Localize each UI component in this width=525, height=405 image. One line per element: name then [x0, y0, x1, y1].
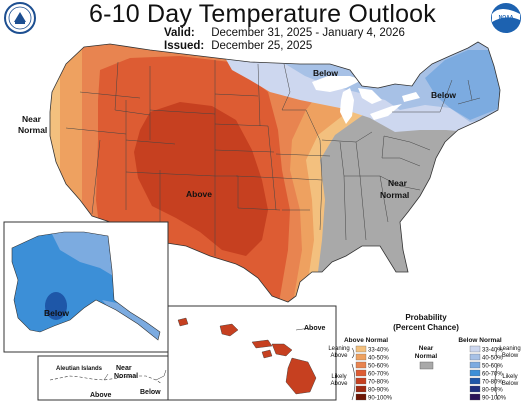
below-bin-label-4: 70-80% [482, 380, 503, 386]
near-normal-legend-label-2: Normal [415, 353, 438, 360]
above-bin-label-5: 80-90% [368, 388, 389, 394]
likely-above-label-1: Likely [331, 374, 346, 380]
above-bin-label-3: 60-70% [368, 372, 389, 378]
below-bin-label-0: 33-40% [482, 348, 503, 354]
legend-title-2: (Percent Chance) [393, 323, 459, 332]
above-bin-label-2: 50-60% [368, 364, 389, 370]
above-swatch-2 [355, 361, 367, 369]
near-normal-east-label-2: Normal [380, 190, 409, 200]
hawaii-inset [167, 305, 337, 401]
below-swatch-1 [469, 353, 481, 361]
issued-label: Issued: [164, 40, 205, 52]
likely-below-label-2: Below [502, 381, 519, 387]
below-north-label: Below [313, 68, 338, 78]
above-70-80-area [134, 102, 268, 256]
above-swatch-4 [355, 377, 367, 385]
conus-outline [49, 41, 501, 303]
alaska-below-label: Below [44, 308, 69, 318]
kauai-island [177, 317, 189, 327]
leaning-above-label-1: Leaning [328, 346, 349, 352]
near-normal-west-label-1: Near [22, 114, 42, 124]
likely-above-label-2: Above [330, 381, 348, 387]
state-borders [65, 60, 481, 256]
molokai-island [251, 339, 273, 349]
near-normal-west-label-2: Normal [18, 125, 47, 135]
maui-island [271, 343, 293, 357]
below-northeast-label: Below [431, 90, 456, 100]
leaning-above-label-2: Above [330, 353, 348, 359]
valid-label: Valid: [164, 27, 195, 39]
valid-line: Valid: December 31, 2025 - January 4, 20… [164, 27, 405, 39]
lanai-island [261, 349, 273, 359]
above-bin-label-1: 40-50% [368, 356, 389, 362]
big-island [285, 357, 317, 395]
aleutian-below-label: Below [140, 389, 161, 396]
above-bin-label-0: 33-40% [368, 348, 389, 354]
near-normal-east-label-1: Near [388, 178, 408, 188]
below-swatch-5 [469, 385, 481, 393]
above-bin-label-4: 70-80% [368, 380, 389, 386]
above-swatch-5 [355, 385, 367, 393]
above-swatch-0 [355, 345, 367, 353]
alaska-inset [3, 221, 169, 353]
issued-date: December 25, 2025 [211, 40, 313, 52]
below-swatch-0 [469, 345, 481, 353]
noaa-seal-icon [4, 2, 36, 34]
legend: Probability (Percent Chance) Above Norma… [328, 313, 520, 402]
above-swatch-1 [355, 353, 367, 361]
great-lakes [312, 76, 420, 124]
below-swatch-4 [469, 377, 481, 385]
above-swatch-6 [355, 393, 367, 401]
below-normal-header: Below Normal [458, 337, 502, 344]
aleutian-islands-label: Aleutian Islands [56, 366, 103, 372]
below-bin-label-5: 80-90% [482, 388, 503, 394]
hawaii-above-label: Above [304, 325, 326, 332]
above-normal-header: Above Normal [344, 337, 388, 344]
svg-text:NOAA: NOAA [499, 15, 514, 21]
below-bin-label-1: 40-50% [482, 356, 503, 362]
above-swatch-3 [355, 369, 367, 377]
above-center-label: Above [186, 189, 212, 199]
aleutian-inset [37, 355, 169, 401]
legend-title-1: Probability [405, 313, 447, 322]
aleutian-near-normal-label-1: Near [116, 365, 132, 372]
valid-dates: December 31, 2025 - January 4, 2026 [211, 27, 405, 39]
oahu-island [219, 323, 239, 337]
above-bin-label-6: 90-100% [368, 396, 393, 402]
below-bin-label-3: 60-70% [482, 372, 503, 378]
page-title: 6-10 Day Temperature Outlook [89, 0, 436, 28]
below-bin-label-6: 90-100% [482, 396, 507, 402]
leaning-below-label-2: Below [502, 353, 519, 359]
below-swatch-6 [469, 393, 481, 401]
aleutian-near-normal-label-2: Normal [114, 373, 138, 380]
near-normal-legend-label-1: Near [419, 345, 434, 352]
below-swatch-3 [469, 369, 481, 377]
below-bin-label-2: 50-60% [482, 364, 503, 370]
leaning-below-label-1: Leaning [499, 346, 520, 352]
likely-below-label-1: Likely [502, 374, 517, 380]
issued-line: Issued: December 25, 2025 [164, 40, 312, 52]
aleutian-above-label: Above [90, 392, 112, 399]
below-swatch-2 [469, 361, 481, 369]
noaa-logo-icon: NOAA [491, 3, 521, 33]
near-normal-swatch [419, 361, 434, 370]
